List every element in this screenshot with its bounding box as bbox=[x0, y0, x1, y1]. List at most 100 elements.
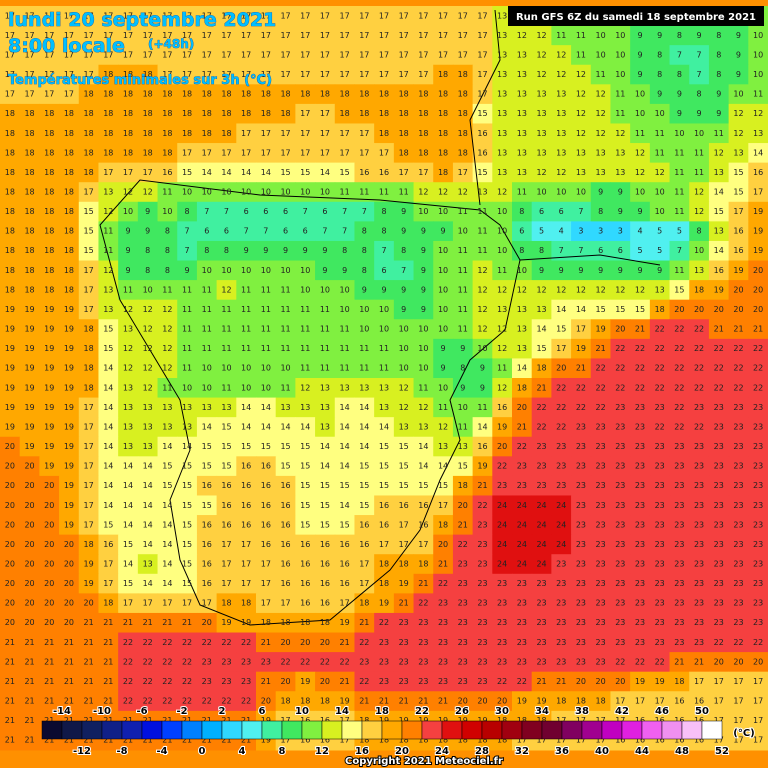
temp-value: 23 bbox=[753, 501, 763, 510]
temp-value: 17 bbox=[477, 50, 487, 59]
temp-cell bbox=[433, 221, 454, 242]
temp-value: 23 bbox=[458, 579, 468, 588]
temp-cell bbox=[98, 64, 119, 85]
temp-cell bbox=[630, 84, 651, 105]
temp-value: 22 bbox=[714, 383, 724, 392]
temp-cell bbox=[630, 299, 651, 320]
temp-value: 11 bbox=[576, 31, 586, 40]
temp-value: 17 bbox=[694, 677, 704, 686]
temp-cell bbox=[118, 123, 139, 144]
temp-cell bbox=[374, 221, 395, 242]
colorbar-label: 8 bbox=[279, 746, 286, 757]
temp-value: 17 bbox=[635, 697, 645, 706]
temp-cell bbox=[334, 338, 355, 359]
temp-value: 19 bbox=[753, 246, 763, 255]
temp-value: 18 bbox=[261, 109, 271, 118]
temp-value: 13 bbox=[123, 325, 133, 334]
temp-value: 17 bbox=[241, 31, 251, 40]
temp-cell bbox=[669, 319, 690, 340]
temp-cell bbox=[669, 143, 690, 164]
temp-value: 19 bbox=[596, 325, 606, 334]
temp-cell bbox=[256, 221, 277, 242]
temp-value: 10 bbox=[576, 188, 586, 197]
temp-cell bbox=[315, 221, 336, 242]
temp-cell bbox=[177, 84, 198, 105]
temp-value: 8 bbox=[224, 246, 229, 255]
temp-cell bbox=[590, 260, 611, 281]
temp-value: 23 bbox=[596, 579, 606, 588]
temp-value: 9 bbox=[716, 109, 721, 118]
temp-value: 13 bbox=[517, 70, 527, 79]
temp-value: 23 bbox=[596, 442, 606, 451]
temp-value: 15 bbox=[556, 325, 566, 334]
temp-cell bbox=[78, 319, 99, 340]
temp-value: 10 bbox=[596, 50, 606, 59]
temp-value: 12 bbox=[536, 70, 546, 79]
temp-value: 14 bbox=[103, 442, 113, 451]
temp-value: 16 bbox=[753, 168, 763, 177]
temp-value: 23 bbox=[753, 422, 763, 431]
temp-value: 12 bbox=[635, 168, 645, 177]
temp-value: 15 bbox=[596, 305, 606, 314]
temp-value: 7 bbox=[342, 227, 347, 236]
temp-cell bbox=[39, 182, 60, 203]
temp-cell bbox=[118, 6, 139, 27]
temp-value: 11 bbox=[655, 148, 665, 157]
temp-value: 13 bbox=[280, 403, 290, 412]
temp-value: 23 bbox=[241, 657, 251, 666]
temp-cell bbox=[393, 103, 415, 124]
temp-value: 18 bbox=[418, 129, 428, 138]
temp-value: 20 bbox=[5, 462, 15, 471]
temp-cell bbox=[374, 143, 395, 164]
temp-value: 11 bbox=[103, 246, 113, 255]
temp-cell bbox=[551, 162, 572, 183]
temp-value: 14 bbox=[241, 168, 251, 177]
temp-value: 23 bbox=[655, 501, 665, 510]
temp-value: 23 bbox=[615, 403, 625, 412]
temp-value: 6 bbox=[598, 246, 603, 255]
temp-value: 17 bbox=[340, 31, 350, 40]
temp-cell bbox=[374, 45, 395, 66]
temp-value: 23 bbox=[615, 540, 625, 549]
temp-cell bbox=[630, 280, 651, 301]
temp-cell bbox=[98, 319, 119, 340]
temp-value: 18 bbox=[340, 90, 350, 99]
temp-value: 23 bbox=[576, 481, 586, 490]
temp-value: 17 bbox=[418, 11, 428, 20]
temp-cell bbox=[334, 84, 355, 105]
temp-value: 22 bbox=[655, 422, 665, 431]
temp-value: 20 bbox=[5, 618, 15, 627]
temp-value: 13 bbox=[477, 188, 487, 197]
temp-value: 22 bbox=[694, 422, 704, 431]
temp-cell bbox=[610, 319, 631, 340]
temp-value: 23 bbox=[655, 442, 665, 451]
temp-value: 24 bbox=[536, 560, 546, 569]
temp-value: 15 bbox=[399, 481, 409, 490]
temp-value: 22 bbox=[655, 364, 665, 373]
temp-cell bbox=[571, 260, 592, 281]
temp-value: 10 bbox=[221, 266, 231, 275]
temp-cell bbox=[315, 280, 336, 301]
temp-cell bbox=[649, 103, 671, 124]
temp-cell bbox=[413, 319, 434, 340]
temp-value: 15 bbox=[300, 501, 310, 510]
temp-value: 15 bbox=[674, 285, 684, 294]
temp-value: 23 bbox=[556, 618, 566, 627]
temp-value: 23 bbox=[418, 618, 428, 627]
temp-value: 23 bbox=[536, 481, 546, 490]
temp-value: 17 bbox=[733, 677, 743, 686]
temp-cell bbox=[196, 123, 218, 144]
temp-cell bbox=[669, 221, 690, 242]
title-lead: (+48h) bbox=[148, 37, 194, 51]
temp-cell bbox=[551, 260, 572, 281]
temp-value: 23 bbox=[576, 599, 586, 608]
temp-value: 23 bbox=[556, 657, 566, 666]
temp-cell bbox=[59, 260, 80, 281]
temp-value: 18 bbox=[162, 148, 172, 157]
temp-cell bbox=[39, 45, 60, 66]
temp-value: 9 bbox=[322, 266, 327, 275]
temp-value: 9 bbox=[401, 285, 406, 294]
temp-value: 16 bbox=[674, 697, 684, 706]
temp-cell bbox=[669, 240, 690, 262]
temp-value: 24 bbox=[517, 560, 527, 569]
